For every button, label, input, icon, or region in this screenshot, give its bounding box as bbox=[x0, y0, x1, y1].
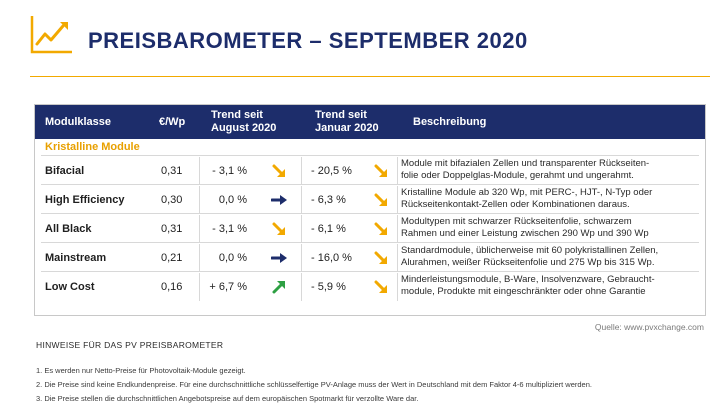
row-description-line2: Alurahmen, weißer Rückseitenfolie und 27… bbox=[401, 257, 655, 268]
trend-chart-logo-icon bbox=[30, 16, 72, 54]
row-name: All Black bbox=[45, 223, 92, 235]
row-description-line2: Rückseitenkontakt-Zellen oder Kombinatio… bbox=[401, 199, 630, 210]
column-divider bbox=[397, 244, 398, 272]
row-name: Mainstream bbox=[45, 252, 107, 264]
row-price: 0,31 bbox=[161, 165, 183, 177]
arrow-down-right-icon bbox=[373, 279, 389, 295]
row-divider bbox=[41, 184, 699, 185]
arrow-down-right-icon bbox=[373, 221, 389, 237]
row-trend-januar: - 20,5 % bbox=[311, 165, 352, 177]
row-description-line2: module, Produkte mit eingeschränkter ode… bbox=[401, 286, 646, 297]
row-description-line2: Rahmen und einer Leistung zwischen 290 W… bbox=[401, 228, 649, 239]
column-divider bbox=[397, 215, 398, 243]
header-trend-august-line2: August 2020 bbox=[211, 122, 277, 134]
row-trend-januar: - 16,0 % bbox=[311, 252, 352, 264]
column-divider bbox=[397, 186, 398, 214]
header-price: €/Wp bbox=[159, 116, 186, 128]
source-note: Quelle: www.pvxchange.com bbox=[594, 322, 704, 332]
column-divider bbox=[199, 244, 200, 272]
notes-title: HINWEISE FÜR DAS PV PREISBAROMETER bbox=[36, 340, 224, 350]
row-divider bbox=[41, 213, 699, 214]
row-description: Minderleistungsmodule, B-Ware, Insolvenz… bbox=[401, 274, 699, 300]
row-divider bbox=[41, 242, 699, 243]
row-description-line1: Standardmodule, üblicherweise mit 60 pol… bbox=[401, 245, 659, 256]
column-divider bbox=[301, 273, 302, 301]
arrow-down-right-icon bbox=[271, 221, 287, 237]
table-row: Low Cost 0,16 + 6,7 % - 5,9 % Minderleistung… bbox=[35, 273, 705, 301]
header-beschreibung: Beschreibung bbox=[413, 116, 487, 128]
row-trend-august: - 3,1 % bbox=[212, 223, 247, 235]
row-description-line1: Modultypen mit schwarzer Rückseitenfolie… bbox=[401, 216, 632, 227]
row-divider bbox=[41, 155, 699, 156]
column-divider bbox=[397, 157, 398, 185]
row-name: High Efficiency bbox=[45, 194, 125, 206]
row-description: Module mit bifazialen Zellen und transpa… bbox=[401, 158, 699, 184]
column-divider bbox=[199, 186, 200, 214]
column-divider bbox=[199, 157, 200, 185]
arrow-right-icon bbox=[270, 250, 287, 266]
row-price: 0,31 bbox=[161, 223, 183, 235]
row-name: Low Cost bbox=[45, 281, 95, 293]
row-trend-august: - 3,1 % bbox=[212, 165, 247, 177]
header-trend-januar-line2: Januar 2020 bbox=[315, 122, 379, 134]
row-trend-august: + 6,7 % bbox=[209, 281, 247, 293]
column-divider bbox=[199, 273, 200, 301]
page-title: PREISBAROMETER – SEPTEMBER 2020 bbox=[88, 28, 528, 53]
arrow-right-icon bbox=[270, 192, 287, 208]
table-header: Modulklasse €/Wp Trend seit August 2020 … bbox=[35, 105, 705, 139]
arrow-up-right-icon bbox=[271, 279, 287, 295]
row-description-line1: Kristalline Module ab 320 Wp, mit PERC-,… bbox=[401, 187, 653, 198]
row-price: 0,16 bbox=[161, 281, 183, 293]
column-divider bbox=[301, 186, 302, 214]
arrow-down-right-icon bbox=[373, 250, 389, 266]
column-divider bbox=[301, 215, 302, 243]
row-divider bbox=[41, 271, 699, 272]
column-divider bbox=[301, 157, 302, 185]
arrow-down-right-icon bbox=[373, 163, 389, 179]
price-table: Modulklasse €/Wp Trend seit August 2020 … bbox=[34, 104, 706, 316]
note-item: 2. Die Preise sind keine Endkundenpreise… bbox=[36, 380, 592, 389]
row-trend-august: 0,0 % bbox=[218, 194, 247, 206]
note-item: 3. Die Preise stellen die durchschnittli… bbox=[36, 394, 419, 403]
row-trend-januar: - 5,9 % bbox=[311, 281, 346, 293]
row-price: 0,21 bbox=[161, 252, 183, 264]
table-row: High Efficiency 0,30 0,0 % - 6,3 % Kristalli… bbox=[35, 186, 705, 214]
row-description-line2: folie oder Doppelglas-Module, gerahmt un… bbox=[401, 170, 634, 181]
row-trend-januar: - 6,1 % bbox=[311, 223, 346, 235]
row-name: Bifacial bbox=[45, 165, 85, 177]
arrow-down-right-icon bbox=[373, 192, 389, 208]
header-trend-januar: Trend seit Januar 2020 bbox=[315, 109, 379, 135]
header-trend-august: Trend seit August 2020 bbox=[211, 109, 276, 135]
arrow-down-right-icon bbox=[271, 163, 287, 179]
row-description: Kristalline Module ab 320 Wp, mit PERC-,… bbox=[401, 187, 699, 213]
row-description: Standardmodule, üblicherweise mit 60 pol… bbox=[401, 245, 699, 271]
row-description: Modultypen mit schwarzer Rückseitenfolie… bbox=[401, 216, 699, 242]
table-row: All Black 0,31 - 3,1 % - 6,1 % Modultypen mi… bbox=[35, 215, 705, 243]
section-label: Kristalline Module bbox=[45, 141, 140, 153]
header-trend-august-line1: Trend seit bbox=[211, 109, 263, 121]
table-row: Mainstream 0,21 0,0 % - 16,0 % Standardmodul… bbox=[35, 244, 705, 272]
header-modulklasse: Modulklasse bbox=[45, 116, 112, 128]
column-divider bbox=[199, 215, 200, 243]
column-divider bbox=[397, 273, 398, 301]
column-divider bbox=[301, 244, 302, 272]
header-trend-januar-line1: Trend seit bbox=[315, 109, 367, 121]
note-item: 1. Es werden nur Netto-Preise für Photov… bbox=[36, 366, 246, 375]
title-underline bbox=[30, 76, 710, 77]
row-price: 0,30 bbox=[161, 194, 183, 206]
row-trend-august: 0,0 % bbox=[218, 252, 247, 264]
table-row: Bifacial 0,31 - 3,1 % - 20,5 % Module mit bi… bbox=[35, 157, 705, 185]
row-description-line1: Module mit bifazialen Zellen und transpa… bbox=[401, 158, 650, 169]
row-description-line1: Minderleistungsmodule, B-Ware, Insolvenz… bbox=[401, 274, 655, 285]
row-trend-januar: - 6,3 % bbox=[311, 194, 346, 206]
